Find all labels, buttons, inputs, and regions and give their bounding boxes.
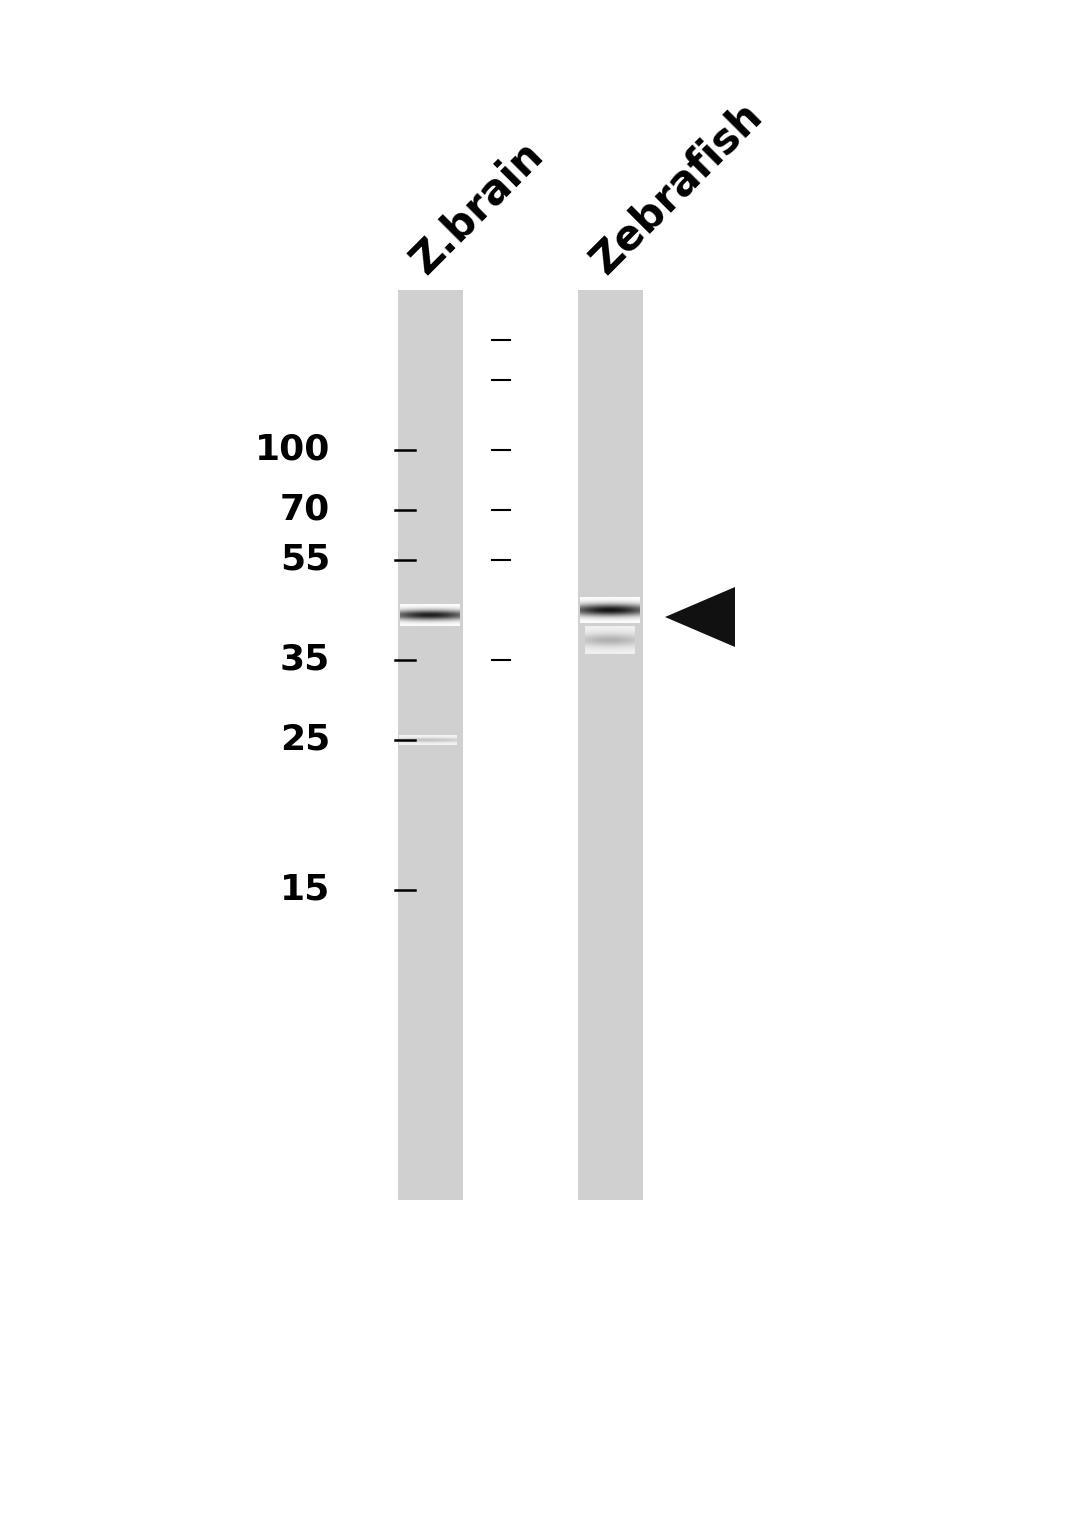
Text: 100: 100: [255, 433, 330, 466]
Bar: [398, 290, 462, 1199]
Text: Z.brain: Z.brain: [402, 133, 551, 282]
Text: 70: 70: [280, 492, 330, 527]
Text: 35: 35: [280, 643, 330, 677]
Bar: [577, 290, 643, 1199]
Text: 15: 15: [280, 873, 330, 907]
Polygon shape: [665, 587, 735, 648]
Text: 55: 55: [280, 543, 330, 578]
Text: Zebrafish: Zebrafish: [583, 94, 770, 282]
Text: 25: 25: [280, 722, 330, 757]
